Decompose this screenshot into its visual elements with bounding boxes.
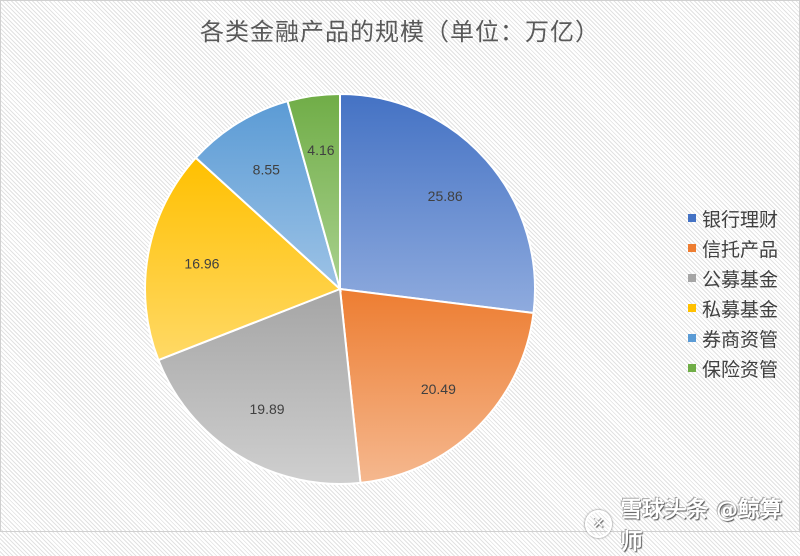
data-label: 8.55: [253, 161, 280, 177]
legend-swatch-icon: [688, 364, 696, 372]
pie-slice-3: [144, 156, 342, 362]
data-label: 25.86: [428, 188, 463, 204]
pie-slice-4: [194, 99, 342, 293]
legend-swatch-icon: [688, 334, 696, 342]
pie-slice-5: [286, 92, 341, 290]
legend-item: 信托产品: [688, 233, 778, 263]
legend-item: 银行理财: [688, 203, 778, 233]
legend-swatch-icon: [688, 244, 696, 252]
xueqiu-logo-icon: ✕: [585, 510, 613, 538]
legend-item: 公募基金: [688, 263, 778, 293]
legend-item: 保险资管: [688, 353, 778, 383]
data-label: 4.16: [307, 142, 334, 158]
watermark-text: 雪球头条 @鲸算师: [620, 498, 783, 555]
data-label: 20.49: [421, 381, 456, 397]
legend-swatch-icon: [688, 304, 696, 312]
legend-item: 券商资管: [688, 323, 778, 353]
pie-slice-0: [339, 92, 536, 315]
legend: 银行理财 信托产品 公募基金 私募基金 券商资管 保险资管: [688, 203, 778, 383]
data-label: 19.89: [250, 401, 285, 417]
pie-chart: 25.86 20.49 19.89 16.96 8.55 4.16: [144, 92, 536, 485]
legend-swatch-icon: [688, 214, 696, 222]
legend-item: 私募基金: [688, 293, 778, 323]
legend-swatch-icon: [688, 274, 696, 282]
pie-slice-1: [338, 287, 535, 485]
data-label: 16.96: [184, 256, 219, 272]
chart-title: 各类金融产品的规模（单位：万亿）: [200, 18, 600, 46]
pie-slice-2: [157, 287, 362, 485]
watermark: ✕ 雪球头条 @鲸算师: [585, 492, 800, 556]
